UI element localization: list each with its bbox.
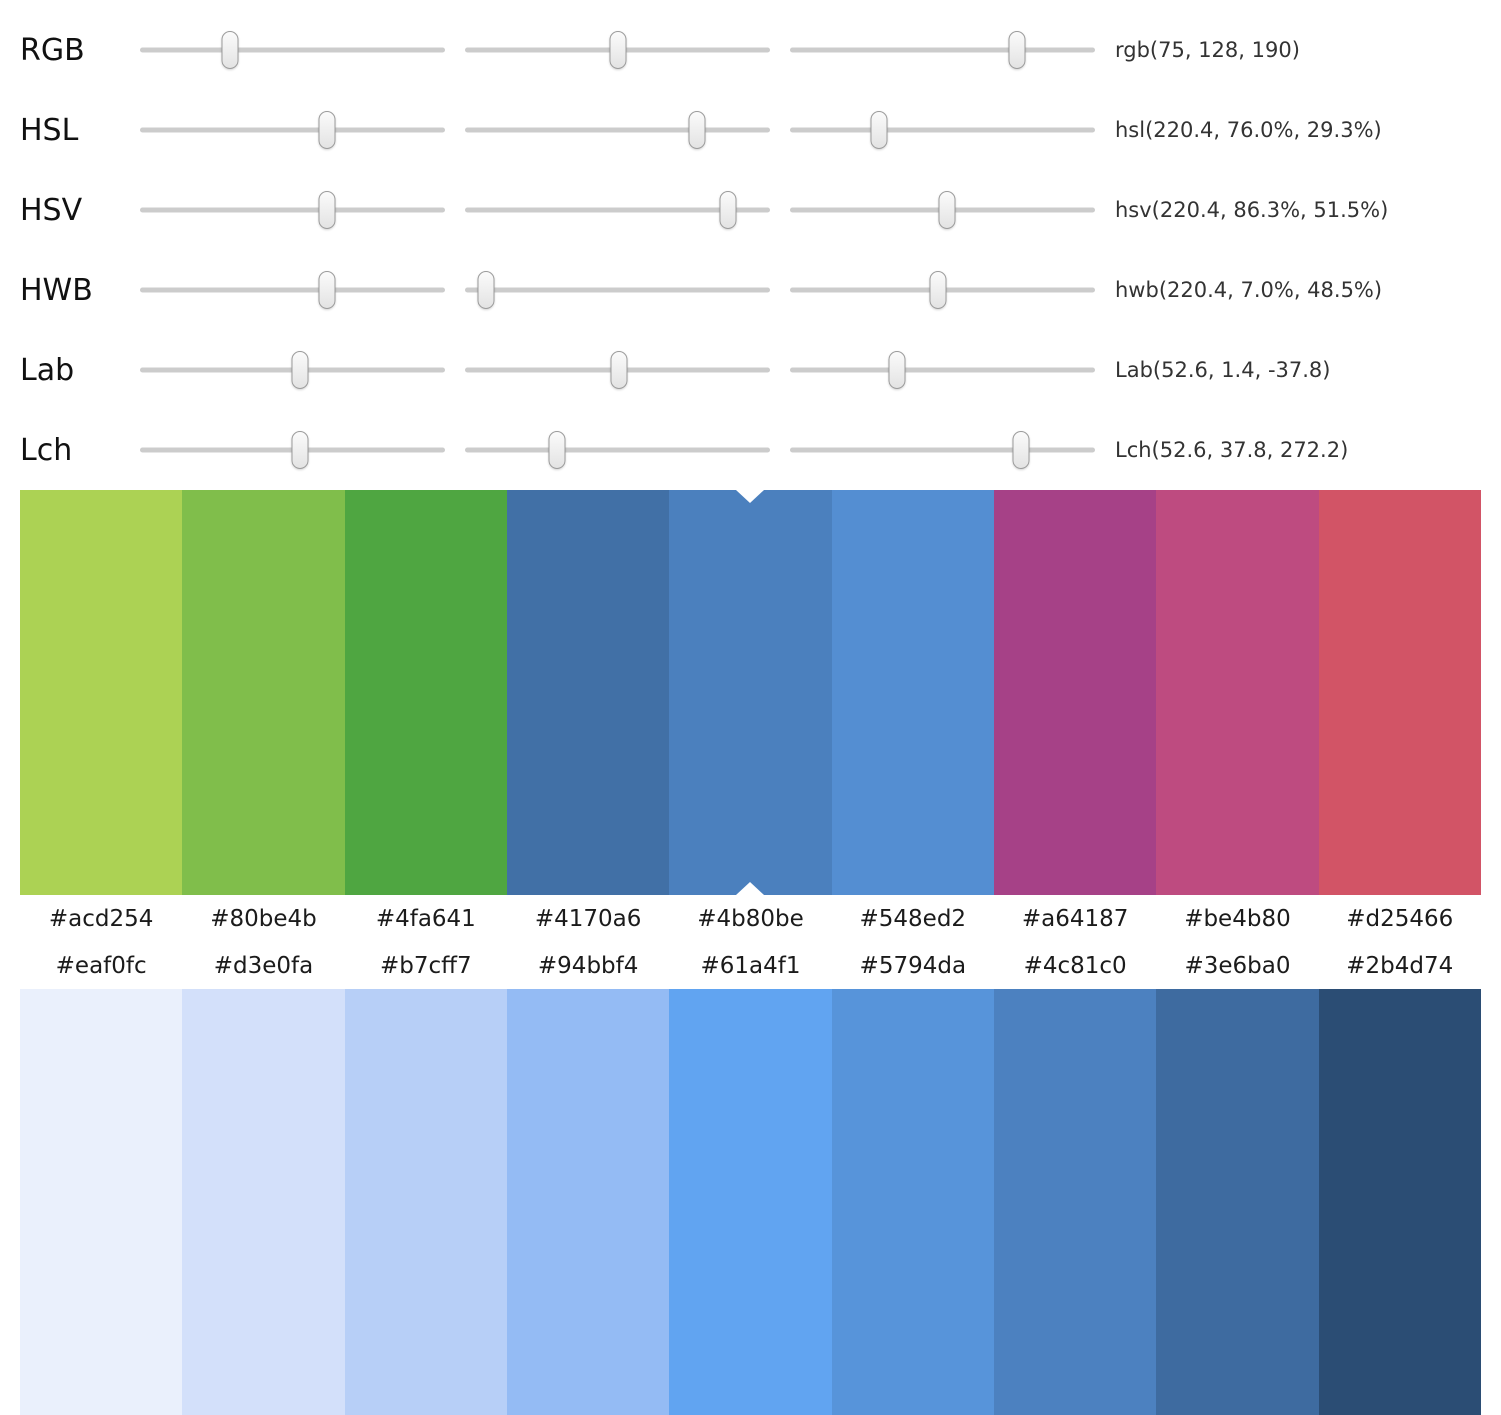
slider-track[interactable] <box>465 107 770 153</box>
hue-swatch[interactable] <box>344 490 507 895</box>
hue-palette-labels: #acd254 #80be4b #4fa641 #4170a6 #4b80be … <box>20 895 1481 942</box>
slider-thumb[interactable] <box>318 111 336 149</box>
hex-label: #d3e0fa <box>213 952 314 979</box>
slider-row-lch: Lch Lch(52.6, 37.8, 272.2) <box>20 410 1501 490</box>
slider-track[interactable] <box>465 347 770 393</box>
slider-track[interactable] <box>465 187 770 233</box>
color-value-text: rgb(75, 128, 190) <box>1115 38 1300 62</box>
slider-thumb[interactable] <box>318 271 336 309</box>
slider-track[interactable] <box>140 427 445 473</box>
tint-swatch[interactable] <box>182 989 345 1415</box>
slider-thumb[interactable] <box>688 111 706 149</box>
hex-label: #4b80be <box>697 905 804 932</box>
tint-swatch[interactable] <box>1156 989 1319 1415</box>
hue-swatch[interactable] <box>506 490 670 895</box>
hex-label: #eaf0fc <box>55 952 147 979</box>
slider-thumb[interactable] <box>609 31 627 69</box>
hex-label: #4c81c0 <box>1023 952 1127 979</box>
colorspace-label: Lch <box>20 432 73 468</box>
slider-track[interactable] <box>140 27 445 73</box>
hex-label: #5794da <box>859 952 967 979</box>
slider-track[interactable] <box>465 27 770 73</box>
slider-thumb[interactable] <box>929 271 947 309</box>
colorspace-label: HWB <box>20 272 93 308</box>
hex-label: #4170a6 <box>534 905 642 932</box>
hue-palette <box>20 490 1481 895</box>
slider-track[interactable] <box>140 267 445 313</box>
hex-label: #be4b80 <box>1184 905 1291 932</box>
colorspace-label: HSL <box>20 112 79 148</box>
slider-track[interactable] <box>790 427 1095 473</box>
slider-track[interactable] <box>790 107 1095 153</box>
tint-swatch[interactable] <box>20 989 183 1415</box>
slider-thumb[interactable] <box>1008 31 1026 69</box>
tint-palette-labels: #eaf0fc #d3e0fa #b7cff7 #94bbf4 #61a4f1 … <box>20 942 1481 989</box>
slider-track[interactable] <box>790 267 1095 313</box>
slider-row-hwb: HWB hwb(220.4, 7.0%, 48.5%) <box>20 250 1501 330</box>
color-value-text: hsv(220.4, 86.3%, 51.5%) <box>1115 198 1389 222</box>
color-value-text: Lch(52.6, 37.8, 272.2) <box>1115 438 1349 462</box>
slider-thumb[interactable] <box>719 191 737 229</box>
hue-swatch[interactable] <box>669 490 832 895</box>
hue-swatch[interactable] <box>831 490 994 895</box>
slider-thumb[interactable] <box>291 431 309 469</box>
hex-label: #3e6ba0 <box>1184 952 1291 979</box>
tint-swatch[interactable] <box>993 989 1157 1415</box>
hex-label: #94bbf4 <box>537 952 639 979</box>
hue-swatch[interactable] <box>20 490 183 895</box>
hex-label: #4fa641 <box>375 905 476 932</box>
hex-label: #d25466 <box>1346 905 1454 932</box>
tint-swatch[interactable] <box>1318 989 1481 1415</box>
slider-track[interactable] <box>140 347 445 393</box>
color-sliders-panel: RGB rgb(75, 128, 190) HSL hsl(220.4, 76.… <box>0 0 1501 490</box>
slider-thumb[interactable] <box>938 191 956 229</box>
hex-label: #548ed2 <box>859 905 967 932</box>
colorspace-label: RGB <box>20 32 85 68</box>
tint-swatch[interactable] <box>506 989 670 1415</box>
slider-thumb[interactable] <box>477 271 495 309</box>
slider-thumb[interactable] <box>610 351 628 389</box>
slider-track[interactable] <box>790 27 1095 73</box>
hex-label: #61a4f1 <box>700 952 801 979</box>
hue-swatch[interactable] <box>1318 490 1481 895</box>
color-value-text: Lab(52.6, 1.4, -37.8) <box>1115 358 1331 382</box>
slider-track[interactable] <box>790 187 1095 233</box>
color-value-text: hsl(220.4, 76.0%, 29.3%) <box>1115 118 1382 142</box>
tint-swatch[interactable] <box>831 989 994 1415</box>
colorspace-label: HSV <box>20 192 83 228</box>
slider-track[interactable] <box>790 347 1095 393</box>
tint-palette <box>20 989 1481 1415</box>
slider-thumb[interactable] <box>318 191 336 229</box>
slider-thumb[interactable] <box>1012 431 1030 469</box>
tint-swatch[interactable] <box>344 989 507 1415</box>
slider-track[interactable] <box>465 267 770 313</box>
slider-track[interactable] <box>140 107 445 153</box>
tint-swatch[interactable] <box>669 989 832 1415</box>
hex-label: #2b4d74 <box>1346 952 1454 979</box>
hue-swatch[interactable] <box>993 490 1157 895</box>
hex-label: #80be4b <box>210 905 317 932</box>
hex-label: #a64187 <box>1021 905 1129 932</box>
slider-thumb[interactable] <box>888 351 906 389</box>
slider-thumb[interactable] <box>870 111 888 149</box>
hex-label: #b7cff7 <box>380 952 472 979</box>
slider-thumb[interactable] <box>291 351 309 389</box>
slider-row-hsv: HSV hsv(220.4, 86.3%, 51.5%) <box>20 170 1501 250</box>
slider-row-hsl: HSL hsl(220.4, 76.0%, 29.3%) <box>20 90 1501 170</box>
slider-row-rgb: RGB rgb(75, 128, 190) <box>20 10 1501 90</box>
colorspace-label: Lab <box>20 352 75 388</box>
slider-thumb[interactable] <box>221 31 239 69</box>
color-value-text: hwb(220.4, 7.0%, 48.5%) <box>1115 278 1383 302</box>
slider-track[interactable] <box>140 187 445 233</box>
hue-swatch[interactable] <box>182 490 345 895</box>
hue-swatch[interactable] <box>1156 490 1319 895</box>
slider-thumb[interactable] <box>548 431 565 469</box>
hex-label: #acd254 <box>48 905 154 932</box>
slider-track[interactable] <box>465 427 770 473</box>
slider-row-lab: Lab Lab(52.6, 1.4, -37.8) <box>20 330 1501 410</box>
